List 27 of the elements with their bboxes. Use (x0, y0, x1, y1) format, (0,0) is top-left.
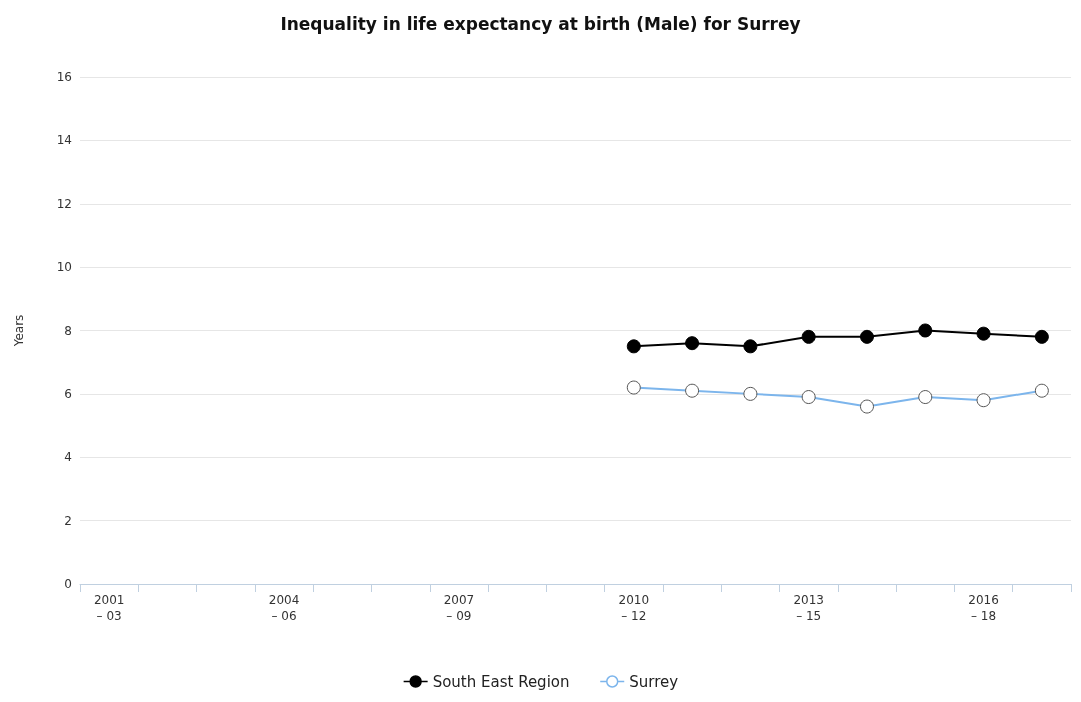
chart-title: Inequality in life expectancy at birth (Male) for Surrey (280, 13, 801, 34)
y-tick-label: 2 (64, 513, 72, 528)
y-tick-label: 8 (64, 323, 72, 338)
point (685, 336, 700, 351)
x-tick-label: 2007 – 09 (443, 593, 475, 623)
legend-label: South East Region (432, 672, 570, 691)
legend-label: Surrey (629, 672, 679, 691)
y-tick-label: 14 (56, 133, 72, 148)
y-tick-label: 6 (64, 386, 72, 401)
x-tick-label: 2013 – 15 (793, 593, 824, 623)
y-tick-label: 10 (56, 260, 72, 275)
y-axis-title: Years (12, 314, 26, 348)
point (918, 323, 933, 338)
y-tick-label: 16 (56, 70, 72, 84)
y-tick-label: 0 (64, 577, 72, 591)
point (743, 339, 758, 354)
x-tick-label: 2001 – 03 (93, 593, 125, 623)
x-tick-label: 2016 – 18 (968, 593, 999, 623)
point (626, 339, 641, 354)
point (859, 329, 874, 344)
point (1034, 329, 1049, 344)
y-tick-label: 12 (56, 196, 72, 211)
x-tick-label: 2004 – 06 (268, 593, 300, 623)
point (976, 326, 991, 341)
y-tick-label: 4 (64, 450, 72, 465)
point (801, 329, 816, 344)
x-tick-label: 2010 – 12 (618, 593, 650, 623)
